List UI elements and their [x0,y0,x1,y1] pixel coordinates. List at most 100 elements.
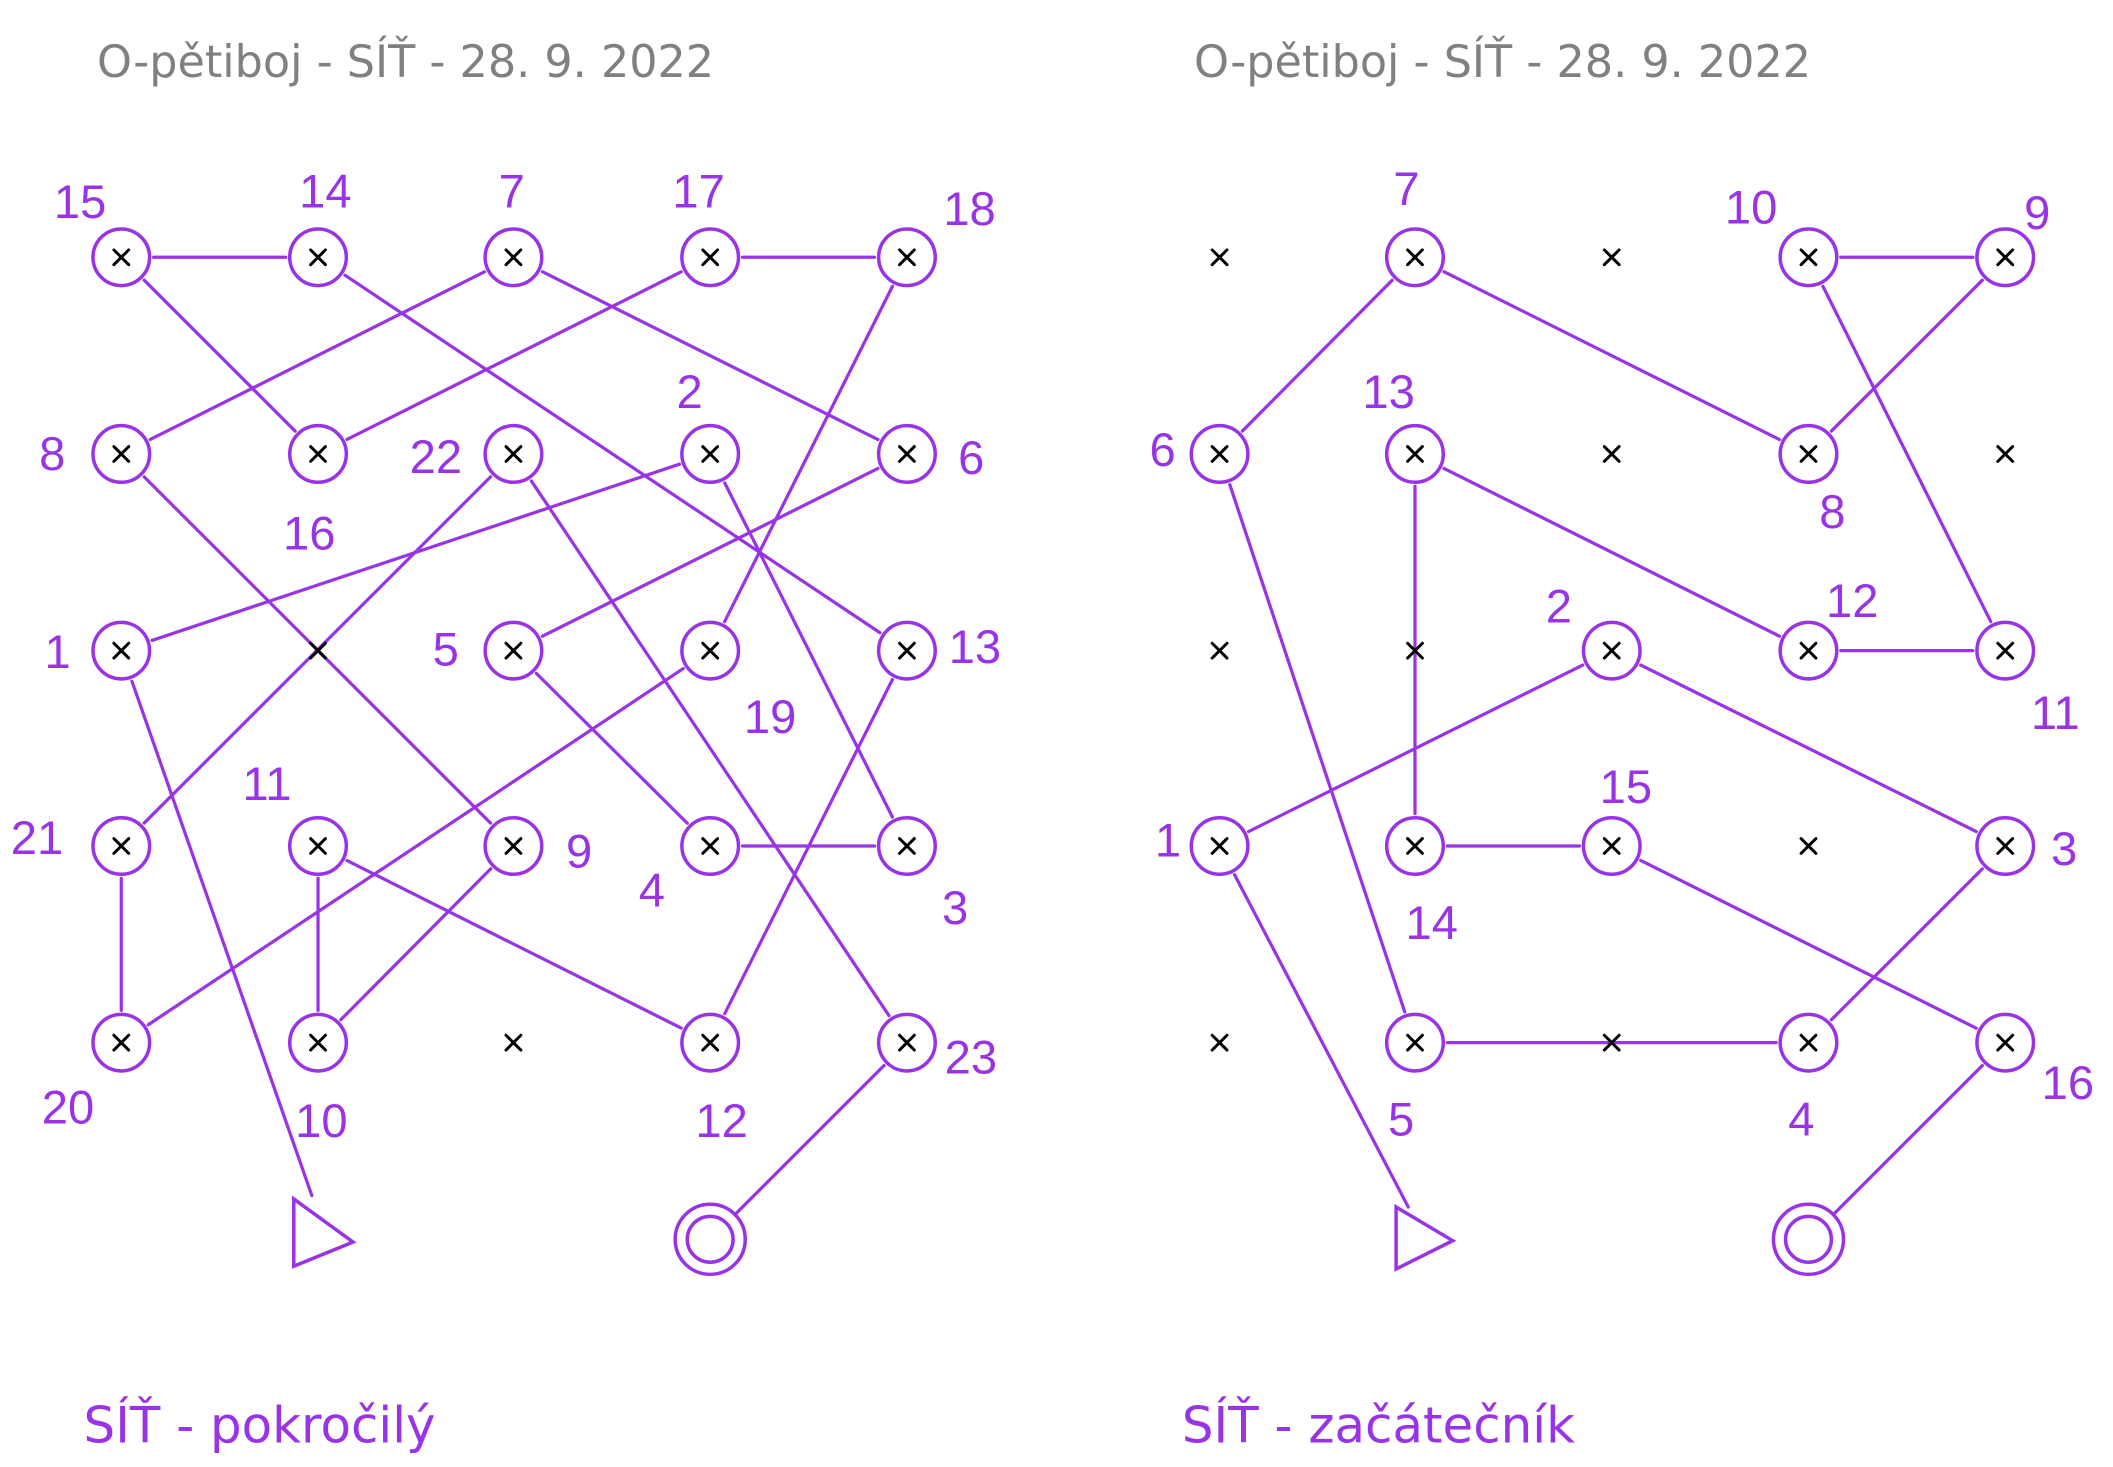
control-point-icon [1778,1012,1839,1073]
course-leg [150,462,682,643]
course-leg [1821,284,1993,624]
finish-double-circle-icon [1771,1202,1846,1277]
control-number: 15 [1600,760,1652,813]
control-number: 13 [1362,365,1414,418]
course-leg [142,278,297,433]
control-number: 5 [1388,1093,1414,1146]
course-leg [146,666,685,1027]
grid-point-icon [1210,1033,1229,1052]
control-point-icon [1384,227,1446,288]
course-leg [148,270,487,442]
course-leg [1232,873,1410,1209]
control-number: 7 [499,164,525,217]
control-number: 2 [676,365,702,418]
control-number: 3 [2051,822,2077,875]
control-point-icon [1975,1012,2036,1073]
control-number: 15 [54,175,106,228]
grid-point-icon [1406,641,1424,660]
beginner-course-control-numbers: 7 10 9 6 13 8 2 12 11 1 14 15 3 5 4 16 [1150,162,2095,1146]
finish-double-circle-icon [673,1202,747,1277]
course-leg [722,284,895,624]
start-triangle-icon [1394,1203,1457,1272]
beginner-course-legs [1228,255,1993,1217]
control-point-icon [680,227,741,288]
control-point-icon [91,1012,152,1073]
control-point-icon [287,423,349,485]
control-number: 9 [2024,186,2050,239]
advanced-course-control-numbers: 15 14 7 17 18 8 16 22 2 6 1 5 19 13 21 1… [11,164,1001,1146]
control-point-icon [1975,815,2036,877]
control-number: 18 [943,182,995,235]
control-number: 16 [2042,1056,2094,1109]
control-point-icon [1189,815,1250,877]
control-number: 21 [11,811,63,864]
control-point-icon [876,227,937,288]
control-number: 22 [410,430,462,483]
control-point-icon [1384,1012,1446,1073]
control-point-icon [680,423,741,485]
beginner-course-grid-points [1189,227,2036,1073]
control-point-icon [680,620,741,681]
control-point-icon [876,423,937,485]
control-point-icon [876,815,937,877]
control-number: 8 [39,427,65,480]
course-leg [1639,663,1978,834]
control-number: 10 [295,1094,347,1147]
control-point-icon [1384,815,1446,877]
control-number: 3 [942,881,968,934]
control-number: 16 [283,507,335,560]
advanced-course-grid-points [91,227,937,1073]
grid-point-icon [1602,248,1621,267]
control-point-icon [1778,620,1839,681]
grid-point-icon [1210,641,1229,660]
control-number: 11 [243,757,292,810]
grid-point-icon [1210,248,1229,267]
advanced-course-map: 15 14 7 17 18 8 16 22 2 6 1 5 19 13 21 1… [11,164,1001,1277]
grid-point-icon [1602,1033,1621,1052]
control-point-icon [680,815,741,877]
control-number: 4 [639,864,665,917]
course-leg [529,479,891,1018]
course-leg [723,481,894,819]
grid-point-icon [1799,837,1818,855]
control-point-icon [1975,227,2036,288]
control-number: 6 [1150,423,1176,476]
control-point-icon [483,423,544,485]
course-leg [343,273,882,635]
control-point-icon [91,620,152,681]
course-leg [1228,483,1407,1014]
course-leg [1829,278,1984,433]
control-point-icon [91,815,152,877]
advanced-course-legs [119,255,895,1217]
control-number: 8 [1819,485,1845,538]
control-point-icon [1384,423,1446,485]
grid-point-icon [309,641,327,660]
control-point-icon [1189,423,1250,485]
control-point-icon [287,1012,349,1073]
control-number: 20 [42,1080,94,1133]
control-number: 1 [1155,814,1181,867]
course-leg [1829,867,1984,1022]
course-leg [733,1063,886,1217]
course-leg [1831,1063,1984,1217]
control-point-icon [287,227,349,288]
control-point-icon [483,815,544,877]
advanced-course-start-finish [292,1195,747,1277]
control-number: 6 [958,431,984,484]
course-leg [339,867,493,1022]
control-number: 19 [744,690,796,743]
control-point-icon [1975,620,2036,681]
control-number: 2 [1546,579,1572,632]
grid-point-icon [1996,445,2015,463]
control-number: 4 [1788,1093,1814,1146]
control-number: 23 [945,1031,997,1084]
control-number: 11 [2031,686,2080,739]
grid-point-icon [504,1033,523,1052]
course-leg [1639,858,1978,1030]
start-triangle-icon [292,1195,357,1269]
course-leg [534,671,689,825]
left-map-subtitle: SÍŤ - pokročilý [84,1396,436,1455]
control-point-icon [287,815,349,877]
grid-point-icon [1602,445,1621,463]
